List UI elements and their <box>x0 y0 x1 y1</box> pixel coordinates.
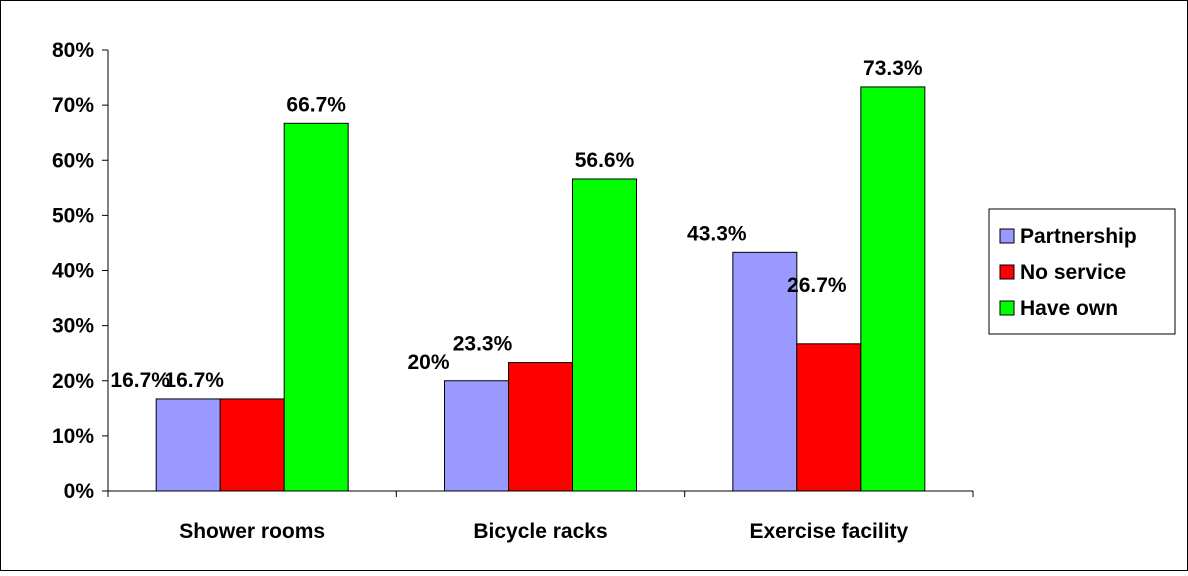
legend-label: No service <box>1020 261 1126 284</box>
data-label: 73.3% <box>863 57 923 80</box>
bar <box>283 122 349 492</box>
bar <box>796 343 862 492</box>
bar <box>219 398 285 492</box>
legend-swatch <box>999 228 1015 244</box>
data-label: 43.3% <box>687 222 747 245</box>
axes: 0% 10% 20% 30% 40% 50% 60% 70% 80% Shower rooms Bi… <box>52 39 974 543</box>
data-label: 16.7% <box>164 369 224 392</box>
x-tick-label: Exercise facility <box>749 520 908 543</box>
legend: Partnership No service Have own <box>988 208 1176 335</box>
y-tick-label: 20% <box>52 370 94 393</box>
legend-box <box>988 208 1176 335</box>
bar <box>572 178 637 492</box>
bar <box>860 86 926 492</box>
bar <box>732 251 798 492</box>
data-label: 56.6% <box>575 149 635 172</box>
bar <box>155 398 221 492</box>
legend-swatch <box>999 264 1015 280</box>
x-tick-label: Shower rooms <box>179 520 325 543</box>
y-tick-label: 30% <box>52 315 94 338</box>
data-label: 20% <box>407 351 449 374</box>
bars <box>155 86 926 492</box>
y-tick-label: 40% <box>52 260 94 283</box>
x-tick-label: Bicycle racks <box>473 520 607 543</box>
y-tick-label: 80% <box>52 39 94 62</box>
value-labels: 16.7% 20% 43.3% 16.7% 23.3% 26.7% 66.7% 56.6% 73… <box>110 57 923 392</box>
data-label: 26.7% <box>787 274 847 297</box>
data-label: 66.7% <box>286 93 346 116</box>
bar <box>444 380 509 492</box>
legend-label: Have own <box>1020 297 1118 320</box>
y-tick-label: 0% <box>64 480 95 503</box>
y-tick-label: 10% <box>52 425 94 448</box>
data-label: 16.7% <box>110 369 170 392</box>
data-label: 23.3% <box>453 333 513 356</box>
y-tick-label: 70% <box>52 94 94 117</box>
y-tick-label: 50% <box>52 204 94 227</box>
bar <box>508 362 573 492</box>
legend-label: Partnership <box>1020 225 1137 248</box>
y-tick-label: 60% <box>52 149 94 172</box>
legend-swatch <box>999 300 1015 316</box>
